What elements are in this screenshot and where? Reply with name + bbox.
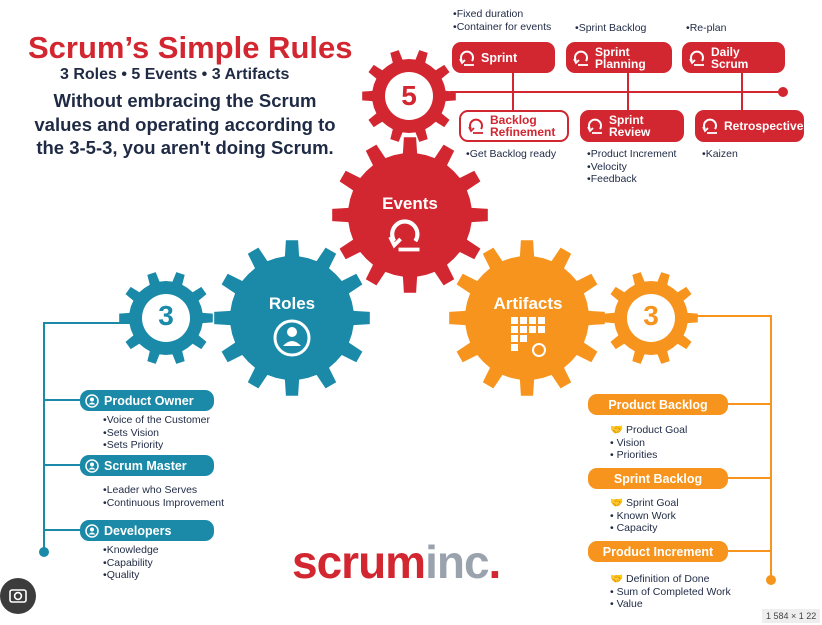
artifact-product-increment-label: Product Increment xyxy=(602,544,714,559)
artifact-product-backlog-commitment: Product Goal xyxy=(626,424,688,436)
role-scrum-master-pill: Scrum Master xyxy=(80,455,214,476)
person-icon xyxy=(85,458,99,473)
sprint-event-pill: Sprint xyxy=(452,42,555,73)
events-connector-lines xyxy=(450,72,788,110)
daily-scrum-notes: Re-plan xyxy=(686,22,727,35)
sprint-notes: Fixed duration Container for events xyxy=(453,8,552,33)
handshake-icon: 🤝 xyxy=(610,497,624,509)
artifact-product-increment-commitment: Definition of Done xyxy=(626,573,710,585)
artifact-product-backlog-notes: 🤝 Product Goal • Vision • Priorities xyxy=(610,424,688,461)
sprint-cycle-icon xyxy=(689,50,705,66)
artifact-sprint-backlog-label: Sprint Backlog xyxy=(613,471,703,486)
person-icon xyxy=(85,523,99,538)
artifact-product-increment-notes: 🤝 Definition of Done • Sum of Completed … xyxy=(610,573,731,610)
artifacts-count-gear xyxy=(604,272,698,364)
artifact-sprint-backlog-pill: Sprint Backlog xyxy=(588,468,728,489)
artifact-product-backlog-pill: Product Backlog xyxy=(588,394,728,415)
gear-roles-small-hub xyxy=(142,294,190,342)
sprint-review-notes: Product Increment Velocity Feedback xyxy=(587,148,677,186)
handshake-icon: 🤝 xyxy=(610,424,624,436)
image-search-button[interactable] xyxy=(0,578,36,614)
backlog-refinement-event-pill: Backlog Refinement xyxy=(459,110,569,142)
scruminc-logo: scruminc. xyxy=(292,536,501,588)
role-developers-pill: Developers xyxy=(80,520,214,541)
roles-connector-lines xyxy=(39,322,130,557)
sprint-review-event-pill: Sprint Review xyxy=(580,110,684,142)
sprint-event-label: Sprint xyxy=(481,50,518,65)
role-scrum-master-notes: Leader who Serves Continuous Improvement xyxy=(103,484,224,509)
grid-icon xyxy=(511,317,546,357)
image-size-badge: 1 584 × 1 22 xyxy=(762,609,821,623)
artifact-sprint-backlog-notes: 🤝 Sprint Goal • Known Work • Capacity xyxy=(610,497,679,534)
handshake-icon: 🤝 xyxy=(610,573,624,585)
sprint-review-event-label: Sprint Review xyxy=(609,113,651,139)
role-developers-label: Developers xyxy=(104,523,172,538)
artifacts-connector-lines xyxy=(690,315,776,585)
events-count-gear xyxy=(362,50,456,142)
gear-events-big-shape xyxy=(332,137,488,293)
sprint-cycle-icon xyxy=(459,50,475,66)
image-search-icon xyxy=(9,589,27,603)
sprint-cycle-icon xyxy=(573,50,589,66)
roles-count-gear xyxy=(119,272,213,364)
role-developers-notes: Knowledge Capability Quality xyxy=(103,544,159,582)
roles-gear xyxy=(214,240,370,396)
artifact-sprint-backlog-commitment: Sprint Goal xyxy=(626,497,679,509)
sprint-cycle-icon xyxy=(702,118,718,134)
artifact-product-increment-pill: Product Increment xyxy=(588,541,728,562)
gear-events-small-hub xyxy=(385,72,433,120)
page-title: Scrum’s Simple Rules xyxy=(28,30,353,65)
page-subtitle: 3 Roles • 5 Events • 3 Artifacts xyxy=(60,66,290,83)
role-scrum-master-label: Scrum Master xyxy=(104,458,187,473)
daily-scrum-event-pill: Daily Scrum xyxy=(682,42,785,73)
events-gear xyxy=(332,137,488,293)
gear-roles-big-shape xyxy=(214,240,370,396)
role-product-owner-label: Product Owner xyxy=(104,393,194,408)
sprint-planning-notes: Sprint Backlog xyxy=(575,22,647,35)
role-product-owner-notes: Voice of the Customer Sets Vision Sets P… xyxy=(103,414,210,452)
page-tagline: Without embracing the Scrum values and o… xyxy=(34,90,336,158)
roles-label: Roles xyxy=(268,294,316,313)
artifacts-label: Artifacts xyxy=(493,294,563,313)
backlog-refinement-event-label: Backlog Refinement xyxy=(490,113,556,139)
gear-art-small-hub xyxy=(627,294,675,342)
events-count: 5 xyxy=(401,80,417,111)
sprint-planning-event-pill: Sprint Planning xyxy=(566,42,672,73)
retrospective-notes: Kaizen xyxy=(702,148,738,161)
events-label: Events xyxy=(382,194,438,213)
backlog-refinement-notes: Get Backlog ready xyxy=(466,148,556,161)
artifact-product-backlog-label: Product Backlog xyxy=(608,397,708,412)
person-icon xyxy=(273,319,311,357)
sprint-planning-event-label: Sprint Planning xyxy=(595,44,646,71)
daily-scrum-event-label: Daily Scrum xyxy=(711,44,749,71)
artifacts-count: 3 xyxy=(643,300,659,331)
retrospective-event-pill: Retrospective xyxy=(695,110,804,142)
sprint-cycle-icon xyxy=(587,118,603,134)
person-icon xyxy=(85,393,99,408)
roles-count: 3 xyxy=(158,300,174,331)
role-product-owner-pill: Product Owner xyxy=(80,390,214,411)
sprint-cycle-icon xyxy=(468,118,483,134)
retrospective-event-label: Retrospective xyxy=(724,119,804,133)
